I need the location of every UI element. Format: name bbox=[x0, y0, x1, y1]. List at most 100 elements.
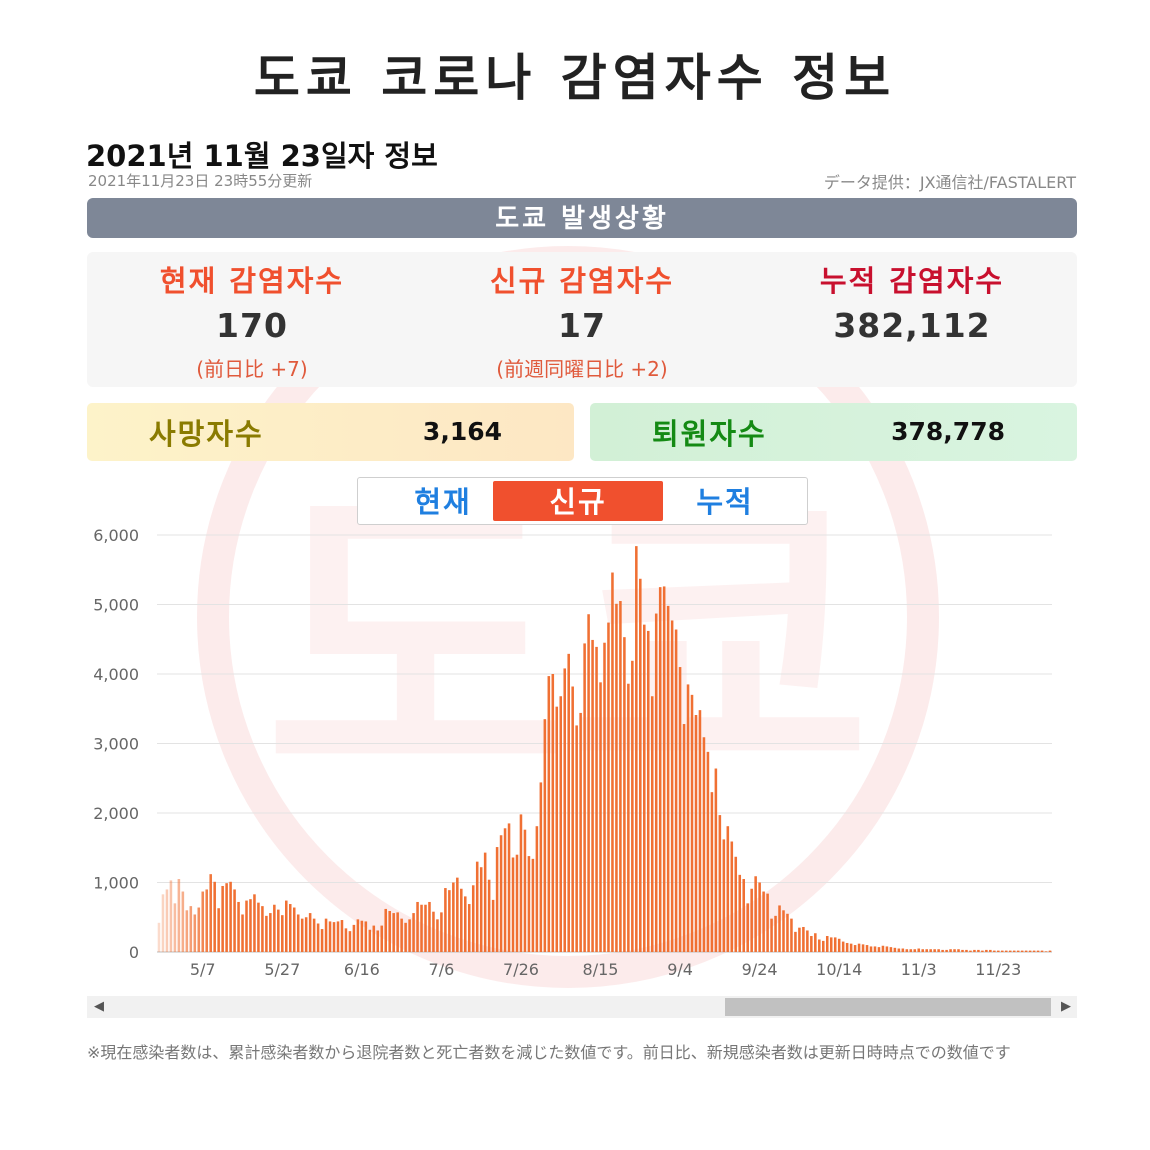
bar bbox=[921, 949, 924, 952]
bar bbox=[909, 949, 913, 952]
bar bbox=[714, 768, 718, 952]
bar bbox=[392, 913, 395, 952]
bar bbox=[285, 900, 288, 952]
bar bbox=[635, 546, 638, 952]
y-tick-label: 2,000 bbox=[93, 804, 139, 823]
stat-new-label: 신규 감염자수 bbox=[489, 264, 675, 298]
bar bbox=[849, 943, 853, 952]
y-tick-label: 1,000 bbox=[93, 874, 139, 893]
tab-new[interactable]: 신규 bbox=[493, 481, 663, 521]
scrollbar-thumb[interactable] bbox=[725, 998, 1051, 1016]
bar bbox=[746, 903, 749, 952]
stat-total-value: 382,112 bbox=[833, 306, 991, 345]
bar bbox=[571, 686, 574, 952]
bar bbox=[269, 913, 272, 952]
y-tick-label: 0 bbox=[129, 943, 139, 962]
bar bbox=[1040, 950, 1044, 952]
bar bbox=[543, 719, 547, 952]
bar bbox=[774, 915, 777, 952]
bar bbox=[937, 949, 940, 952]
chart-scrollbar[interactable]: ◀ ▶ bbox=[87, 996, 1077, 1018]
bar bbox=[762, 891, 765, 952]
bar bbox=[1004, 950, 1008, 952]
bar bbox=[1020, 950, 1024, 952]
bar bbox=[201, 891, 205, 952]
bar bbox=[173, 903, 177, 952]
bar bbox=[567, 653, 570, 952]
y-tick-label: 3,000 bbox=[93, 735, 139, 754]
bar bbox=[798, 927, 801, 952]
bar bbox=[221, 885, 224, 952]
bar bbox=[646, 630, 650, 952]
stat-total-label: 누적 감염자수 bbox=[819, 264, 1005, 298]
bar bbox=[627, 683, 630, 952]
bar bbox=[734, 856, 738, 952]
bar bbox=[388, 911, 391, 952]
bar bbox=[535, 826, 539, 952]
bar bbox=[483, 852, 487, 952]
bar bbox=[969, 950, 972, 952]
bar bbox=[281, 915, 284, 952]
bar bbox=[432, 911, 435, 952]
x-tick-label: 11/23 bbox=[975, 960, 1021, 979]
stat-current-label: 현재 감염자수 bbox=[159, 264, 345, 298]
bar bbox=[237, 901, 240, 952]
bar bbox=[881, 945, 885, 952]
bar bbox=[161, 894, 165, 952]
bar bbox=[623, 637, 626, 952]
bar bbox=[818, 939, 821, 952]
bar bbox=[185, 910, 189, 952]
x-tick-label: 6/16 bbox=[344, 960, 380, 979]
bar bbox=[1008, 950, 1012, 952]
x-tick-label: 8/15 bbox=[583, 960, 619, 979]
bar bbox=[404, 922, 407, 952]
bar bbox=[511, 857, 515, 952]
bar bbox=[810, 936, 813, 952]
bar bbox=[802, 926, 805, 952]
bar bbox=[523, 829, 527, 952]
bar bbox=[559, 696, 563, 952]
bar bbox=[515, 854, 519, 952]
bar bbox=[643, 624, 646, 952]
tab-total[interactable]: 누적 bbox=[696, 485, 754, 519]
bar bbox=[794, 931, 797, 952]
scroll-left-icon[interactable]: ◀ bbox=[94, 999, 104, 1014]
bar bbox=[953, 949, 956, 952]
scroll-right-icon[interactable]: ▶ bbox=[1061, 999, 1071, 1014]
bar bbox=[288, 904, 292, 952]
bar bbox=[599, 682, 602, 952]
tab-current[interactable]: 현재 bbox=[414, 485, 472, 519]
bar bbox=[336, 921, 340, 952]
bar bbox=[742, 879, 745, 952]
bar bbox=[507, 823, 511, 952]
bar bbox=[790, 918, 793, 952]
bar bbox=[845, 942, 849, 952]
deaths-value: 3,164 bbox=[422, 417, 502, 446]
bar bbox=[639, 578, 642, 952]
bar bbox=[197, 907, 201, 952]
bar bbox=[770, 918, 773, 952]
bar bbox=[217, 908, 220, 952]
bar bbox=[686, 684, 690, 952]
bar bbox=[555, 706, 559, 952]
bar bbox=[893, 947, 897, 952]
bar bbox=[177, 879, 181, 952]
bar bbox=[997, 950, 1000, 952]
bar bbox=[467, 904, 471, 952]
bar bbox=[694, 715, 698, 952]
bar bbox=[396, 912, 399, 952]
bar bbox=[778, 905, 781, 952]
bar bbox=[547, 676, 551, 952]
stat-total: 누적 감염자수 382,112 bbox=[747, 258, 1077, 345]
bar bbox=[869, 946, 873, 952]
region-header: 도쿄 발생상황 bbox=[87, 198, 1077, 238]
x-tick-label: 5/7 bbox=[190, 960, 216, 979]
bar bbox=[424, 904, 427, 952]
bar bbox=[436, 919, 439, 952]
bar bbox=[575, 725, 578, 952]
bar bbox=[583, 643, 586, 952]
bar bbox=[758, 882, 761, 952]
bar bbox=[384, 908, 387, 952]
bar bbox=[1028, 950, 1032, 952]
stats-panel: 현재 감염자수 170 (前日比 +7) 신규 감염자수 17 (前週同曜日比 … bbox=[87, 252, 1077, 387]
